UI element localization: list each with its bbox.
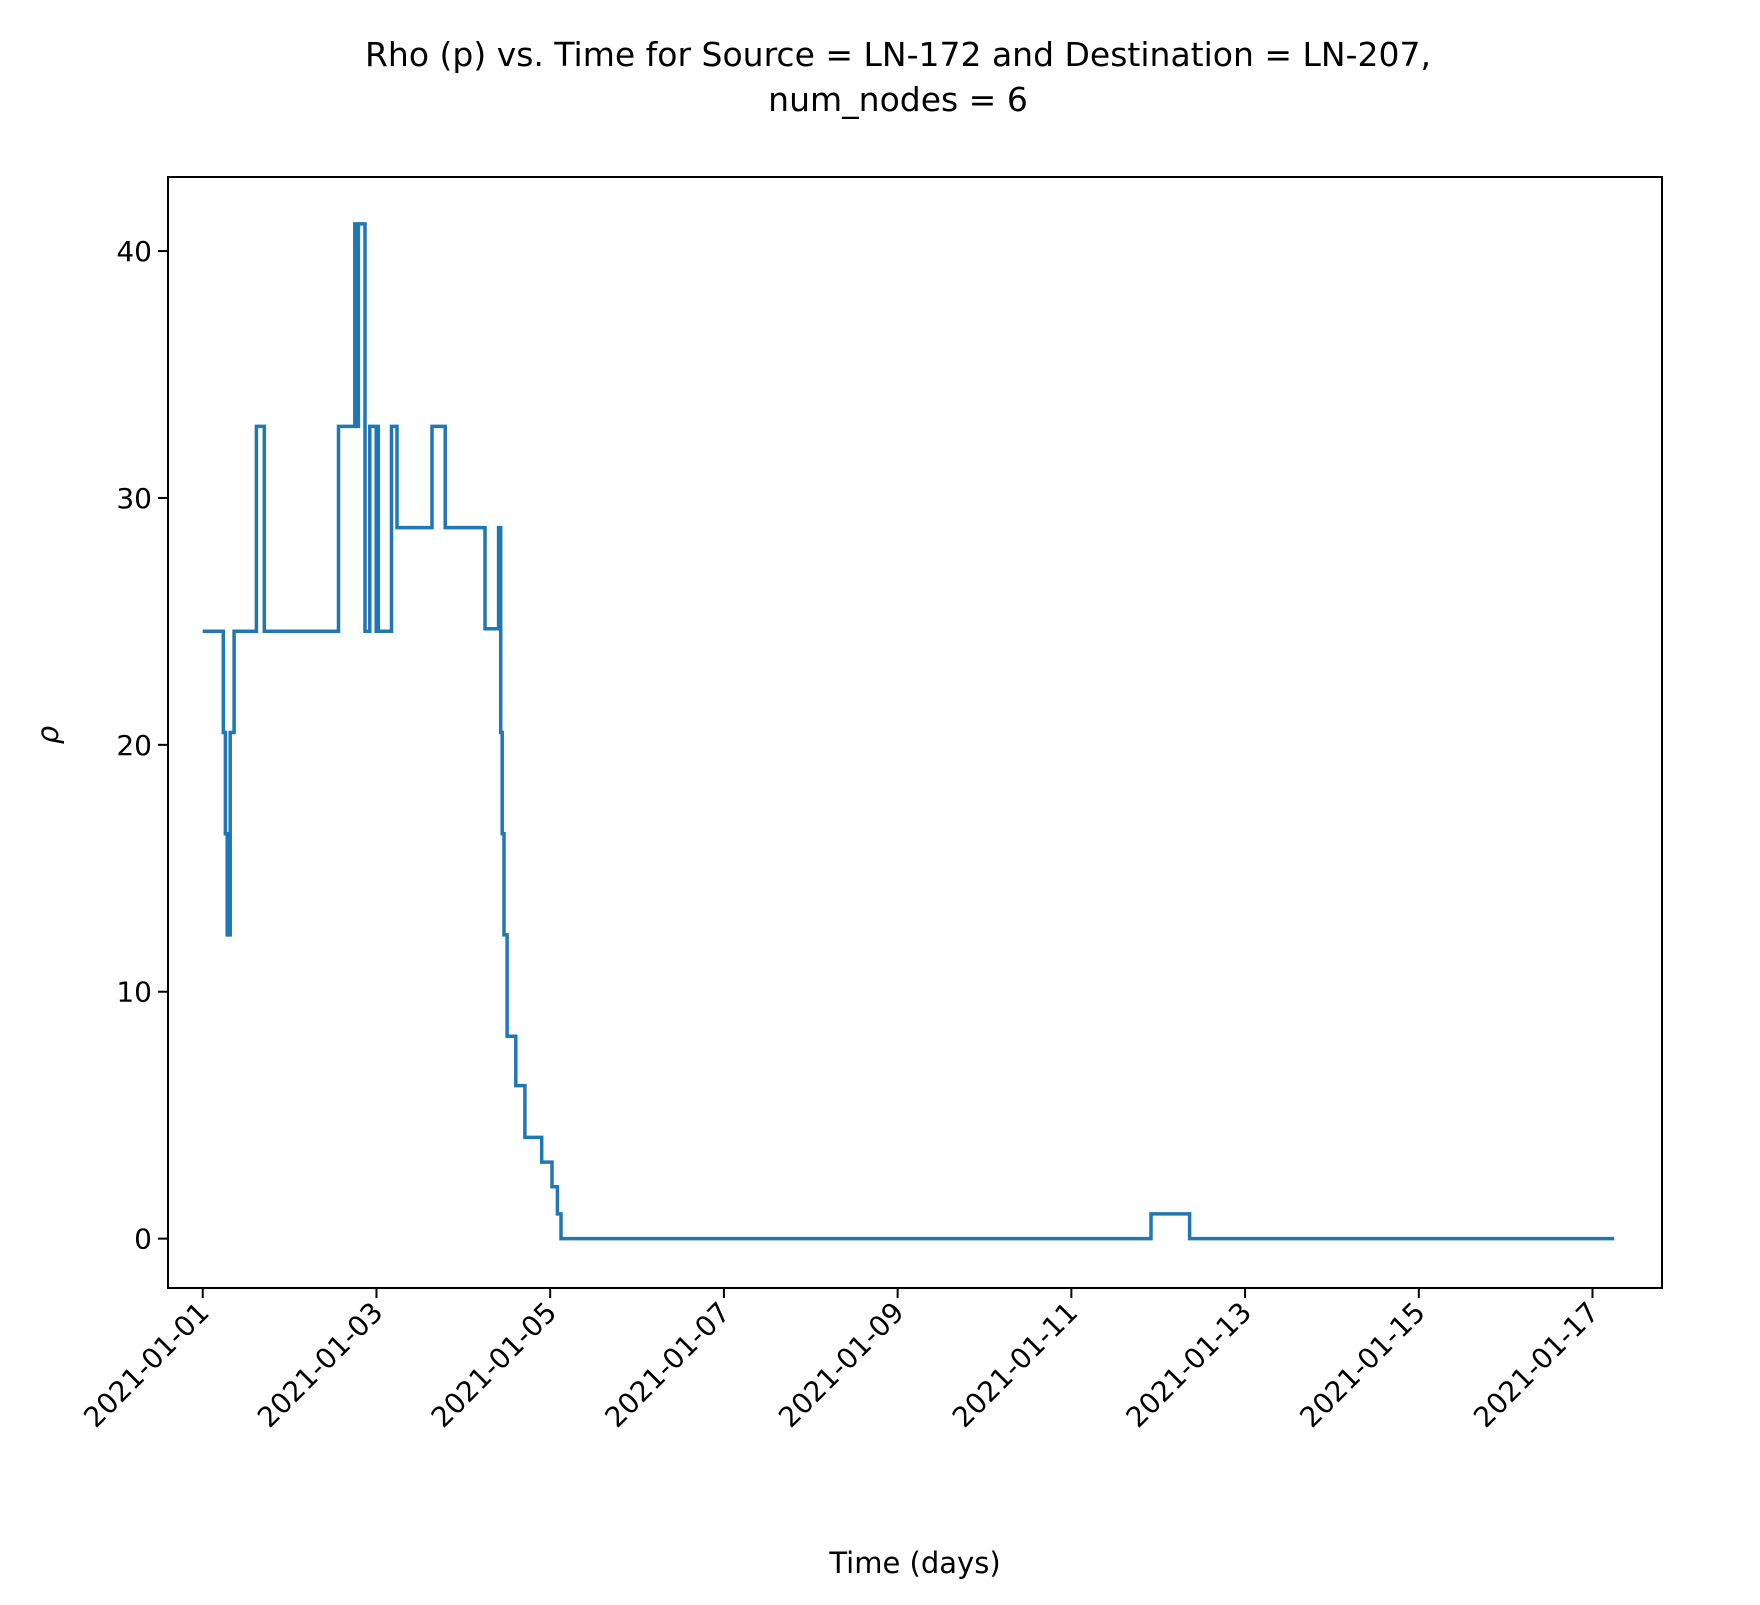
x-tick-label: 2021-01-05 [425,1296,563,1434]
x-tick-label: 2021-01-09 [772,1296,910,1434]
chart-title-line-2: num_nodes = 6 [768,80,1028,119]
x-tick-label: 2021-01-15 [1293,1296,1431,1434]
chart-title-line-1: Rho (p) vs. Time for Source = LN-172 and… [365,35,1431,74]
y-tick-label: 0 [134,1223,152,1256]
y-tick-label: 40 [116,235,152,268]
series-line-0 [202,222,1615,1241]
y-tick-label: 10 [116,976,152,1009]
y-tick-label: 20 [116,729,152,762]
x-tick-label: 2021-01-11 [946,1296,1084,1434]
x-tick-label: 2021-01-03 [251,1296,389,1434]
y-axis-label: ρ [31,725,65,744]
y-axis-ticks: 0 10 20 30 40 [116,235,168,1256]
axes-frame [167,176,1663,1289]
x-tick-label: 2021-01-07 [598,1296,736,1434]
x-tick-label: 2021-01-13 [1120,1296,1258,1434]
x-tick-label: 2021-01-17 [1467,1296,1605,1434]
x-axis-ticks: 2021-01-01 2021-01-03 2021-01-05 2021-01-07… [77,1288,1605,1434]
chart-title: Rho (p) vs. Time for Source = LN-172 and… [365,35,1431,119]
x-tick-label: 2021-01-01 [77,1296,215,1434]
y-tick-label: 30 [116,482,152,515]
x-axis-label: Time (days) [828,1546,1000,1580]
plot-area [202,222,1615,1241]
